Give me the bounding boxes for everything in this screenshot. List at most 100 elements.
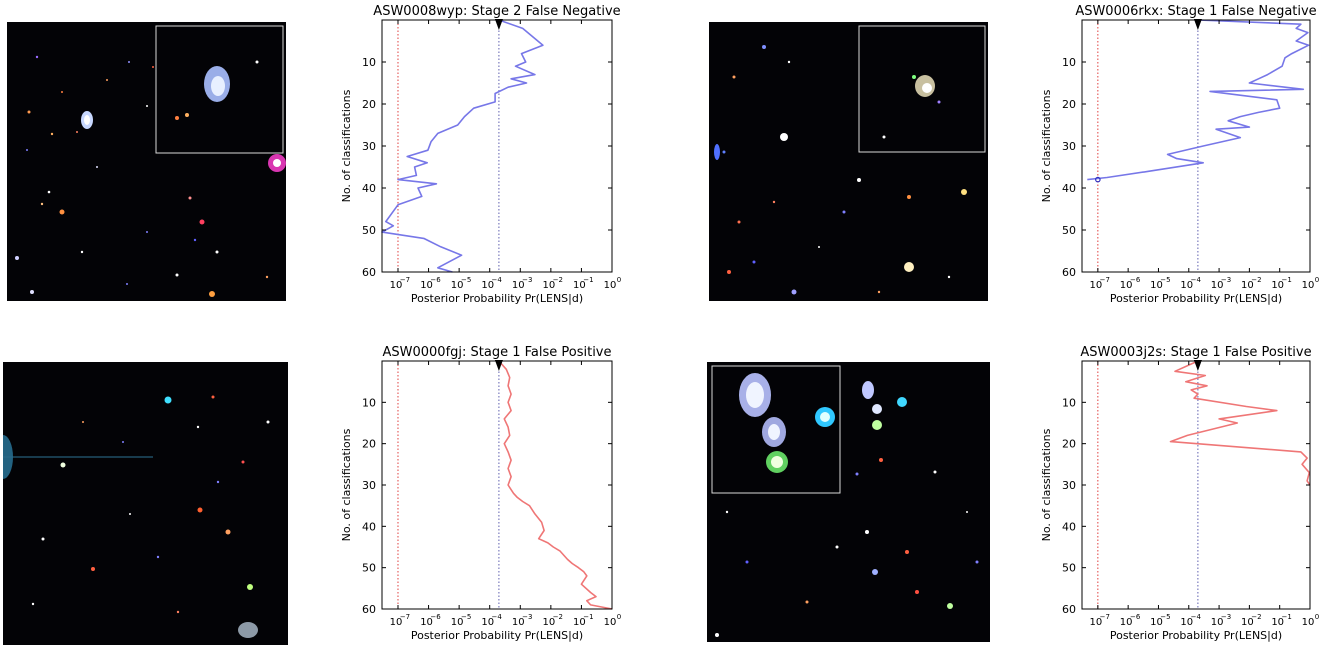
y-tick-label: 10 xyxy=(1062,396,1076,409)
x-tick-label: 10 xyxy=(390,280,403,291)
y-tick-label: 20 xyxy=(1062,438,1076,451)
x-tick-exponent: −4 xyxy=(492,276,503,284)
x-tick-label: 10 xyxy=(1180,280,1193,291)
y-tick-label: 40 xyxy=(362,182,376,195)
x-tick-exponent: −4 xyxy=(492,613,503,621)
x-tick-label: 10 xyxy=(1150,617,1163,628)
sky-image-asw0000fgj-field xyxy=(3,362,288,645)
chart-asw0006rkx: ASW0006rkx: Stage 1 False Negative 10 20 30… xyxy=(1040,4,1319,305)
y-axis-label: No. of classifications xyxy=(1040,89,1053,202)
x-tick-exponent: 0 xyxy=(1315,613,1319,621)
chart-asw0003j2s: ASW0003j2s: Stage 1 False Positive 10 20 30… xyxy=(1040,345,1319,642)
x-tick-exponent: −1 xyxy=(583,613,593,621)
trajectory-line xyxy=(1087,19,1310,181)
x-tick-label: 10 xyxy=(1089,617,1102,628)
x-tick-label: 10 xyxy=(1211,280,1224,291)
y-tick-label: 10 xyxy=(362,396,376,409)
x-tick-exponent: −5 xyxy=(461,276,471,284)
trajectory-line xyxy=(1169,360,1311,486)
chart-title: ASW0008wyp: Stage 2 False Negative xyxy=(373,4,620,19)
x-tick-label: 10 xyxy=(420,280,433,291)
chart-title: ASW0003j2s: Stage 1 False Positive xyxy=(1080,345,1311,360)
x-axis-label: Posterior Probability Pr(LENS|d) xyxy=(1110,292,1282,305)
start-marker xyxy=(494,360,503,371)
x-tick-exponent: −6 xyxy=(430,613,441,621)
y-tick-label: 30 xyxy=(362,140,376,153)
x-tick-label: 10 xyxy=(1271,617,1284,628)
y-tick-label: 40 xyxy=(362,520,376,533)
sky-image-asw0003j2s xyxy=(707,362,990,642)
x-tick-exponent: −2 xyxy=(553,613,563,621)
plot-frame xyxy=(381,360,613,610)
x-tick-exponent: −7 xyxy=(1100,276,1110,284)
x-tick-exponent: −2 xyxy=(553,276,563,284)
x-tick-label: 10 xyxy=(451,617,464,628)
x-tick-exponent: −3 xyxy=(522,276,532,284)
x-tick-label: 10 xyxy=(1150,280,1163,291)
chart-title: ASW0006rkx: Stage 1 False Negative xyxy=(1075,4,1316,19)
y-tick-label: 20 xyxy=(362,98,376,111)
x-tick-label: 10 xyxy=(1302,280,1315,291)
x-tick-exponent: −6 xyxy=(1130,613,1141,621)
x-tick-label: 10 xyxy=(1211,617,1224,628)
x-tick-label: 10 xyxy=(481,617,494,628)
x-tick-label: 10 xyxy=(481,280,494,291)
sky-image-asw0000fgj xyxy=(3,362,288,645)
y-tick-label: 60 xyxy=(362,603,376,616)
x-tick-exponent: −4 xyxy=(1191,613,1202,621)
y-tick-label: 60 xyxy=(362,266,376,279)
x-tick-exponent: −7 xyxy=(1100,613,1110,621)
x-axis-label: Posterior Probability Pr(LENS|d) xyxy=(411,629,583,642)
y-tick-label: 50 xyxy=(1062,562,1076,575)
y-tick-label: 50 xyxy=(1062,224,1076,237)
x-tick-label: 10 xyxy=(390,617,403,628)
y-tick-label: 30 xyxy=(1062,479,1076,492)
plot-frame xyxy=(1081,19,1311,273)
x-tick-label: 10 xyxy=(604,280,617,291)
x-tick-label: 10 xyxy=(604,617,617,628)
sky-image-asw0006rkx xyxy=(709,22,988,301)
start-marker xyxy=(494,19,503,30)
y-tick-label: 50 xyxy=(362,562,376,575)
start-marker xyxy=(1193,360,1202,371)
sky-image-asw0008wyp xyxy=(7,22,286,301)
y-axis-label: No. of classifications xyxy=(1040,428,1053,541)
x-axis-label: Posterior Probability Pr(LENS|d) xyxy=(1110,629,1282,642)
start-marker xyxy=(1193,19,1202,30)
y-tick-label: 20 xyxy=(1062,98,1076,111)
x-tick-label: 10 xyxy=(542,617,555,628)
x-tick-label: 10 xyxy=(1302,617,1315,628)
chart-title: ASW0000fgj: Stage 1 False Positive xyxy=(382,345,611,360)
sky-image-asw0003j2s-field xyxy=(707,362,990,642)
x-tick-label: 10 xyxy=(1241,280,1254,291)
x-tick-exponent: −5 xyxy=(1160,613,1170,621)
x-tick-exponent: 0 xyxy=(1315,276,1319,284)
x-tick-exponent: −4 xyxy=(1191,276,1202,284)
x-tick-exponent: 0 xyxy=(617,276,621,284)
x-tick-exponent: 0 xyxy=(617,613,621,621)
sky-image-asw0006rkx-field xyxy=(709,22,988,301)
x-tick-label: 10 xyxy=(573,617,586,628)
end-marker xyxy=(1095,176,1101,183)
x-tick-label: 10 xyxy=(1241,617,1254,628)
x-tick-exponent: −1 xyxy=(583,276,593,284)
x-tick-label: 10 xyxy=(420,617,433,628)
x-tick-label: 10 xyxy=(512,280,525,291)
trajectory-line xyxy=(498,360,613,610)
x-tick-exponent: −6 xyxy=(1130,276,1141,284)
x-tick-label: 10 xyxy=(1120,617,1133,628)
y-tick-label: 50 xyxy=(362,224,376,237)
chart-asw0000fgj: ASW0000fgj: Stage 1 False Positive 10 20 30… xyxy=(340,345,621,642)
x-tick-label: 10 xyxy=(573,280,586,291)
x-tick-exponent: −1 xyxy=(1282,276,1292,284)
y-tick-label: 20 xyxy=(362,438,376,451)
x-tick-exponent: −3 xyxy=(1221,276,1231,284)
x-tick-label: 10 xyxy=(1120,280,1133,291)
x-tick-exponent: −5 xyxy=(1160,276,1170,284)
x-tick-exponent: −3 xyxy=(522,613,532,621)
x-tick-label: 10 xyxy=(451,280,464,291)
y-axis-label: No. of classifications xyxy=(340,428,353,541)
x-tick-exponent: −2 xyxy=(1251,613,1261,621)
x-axis-label: Posterior Probability Pr(LENS|d) xyxy=(411,292,583,305)
x-tick-label: 10 xyxy=(1271,280,1284,291)
